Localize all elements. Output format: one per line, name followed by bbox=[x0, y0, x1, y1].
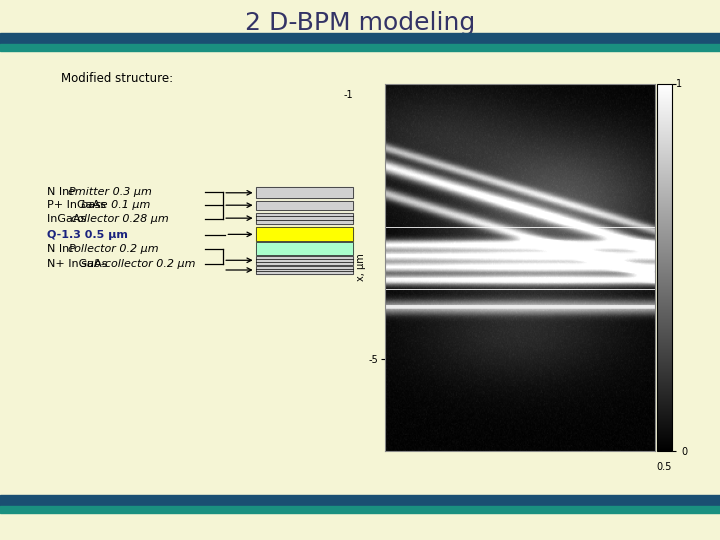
Bar bbox=[256, 187, 353, 198]
Bar bbox=[256, 242, 353, 255]
Text: 0.5: 0.5 bbox=[657, 462, 672, 472]
Text: Modified structure:: Modified structure: bbox=[61, 72, 174, 85]
Bar bbox=[0, 506, 720, 513]
Text: sub-collector 0.2 µm: sub-collector 0.2 µm bbox=[81, 259, 196, 268]
Text: base 0.1 µm: base 0.1 µm bbox=[81, 200, 150, 210]
Bar bbox=[256, 227, 353, 241]
Bar bbox=[256, 213, 353, 224]
Y-axis label: x, µm: x, µm bbox=[356, 253, 366, 281]
Bar bbox=[256, 242, 353, 255]
Text: emitter 0.3 µm: emitter 0.3 µm bbox=[68, 187, 151, 197]
Bar bbox=[0, 33, 720, 44]
Bar bbox=[256, 256, 353, 265]
Text: 2 D-BPM modeling: 2 D-BPM modeling bbox=[245, 11, 475, 35]
Text: P+ InGaAs: P+ InGaAs bbox=[47, 200, 109, 210]
Bar bbox=[256, 266, 353, 274]
Text: -1: -1 bbox=[343, 90, 353, 100]
Bar bbox=[256, 201, 353, 210]
Text: N InP: N InP bbox=[47, 245, 79, 254]
Text: collector 0.2 µm: collector 0.2 µm bbox=[68, 245, 158, 254]
Text: N InP: N InP bbox=[47, 187, 79, 197]
Bar bbox=[0, 44, 720, 51]
Text: InGaAs: InGaAs bbox=[47, 214, 89, 224]
Bar bbox=[256, 213, 353, 224]
Text: N+ InGaAs: N+ InGaAs bbox=[47, 259, 111, 268]
Bar bbox=[256, 201, 353, 210]
Text: 1: 1 bbox=[675, 79, 682, 89]
Bar bbox=[0, 495, 720, 506]
Bar bbox=[256, 266, 353, 274]
Bar bbox=[256, 227, 353, 241]
Bar bbox=[256, 256, 353, 265]
Bar bbox=[256, 187, 353, 198]
Text: Q-1.3 0.5 µm: Q-1.3 0.5 µm bbox=[47, 230, 127, 240]
Text: collector 0.28 µm: collector 0.28 µm bbox=[71, 214, 168, 224]
